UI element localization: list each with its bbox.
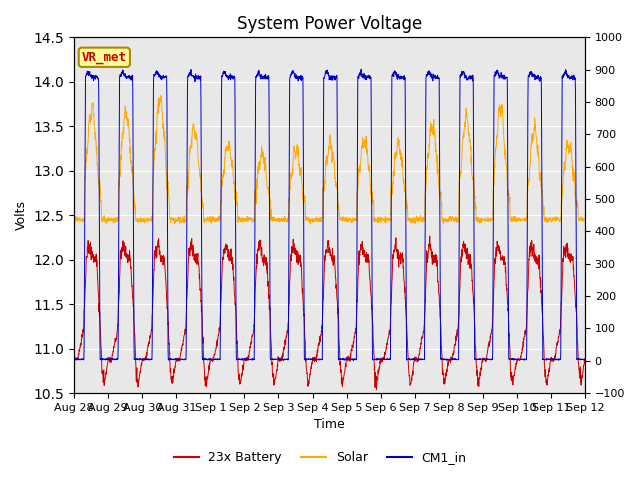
23x Battery <box>536 275 544 281</box>
CM1_in <box>344 357 352 362</box>
Legend: 23x Battery, Solar, CM1_in: 23x Battery, Solar, CM1_in <box>168 446 472 469</box>
Solar <box>356 166 364 171</box>
Solar <box>70 217 78 223</box>
23x Battery <box>478 359 486 365</box>
Line: CM1_in: CM1_in <box>74 69 585 360</box>
23x Battery <box>212 338 220 344</box>
Line: 23x Battery: 23x Battery <box>74 236 585 390</box>
Solar <box>581 217 589 223</box>
Solar <box>307 221 314 227</box>
Text: VR_met: VR_met <box>82 51 127 64</box>
CM1_in <box>355 71 363 77</box>
CM1_in <box>478 356 486 362</box>
Line: Solar: Solar <box>74 96 585 224</box>
Title: System Power Voltage: System Power Voltage <box>237 15 422 33</box>
CM1_in <box>212 357 220 362</box>
23x Battery <box>372 387 380 393</box>
Solar <box>157 93 164 99</box>
X-axis label: Time: Time <box>314 419 345 432</box>
23x Battery <box>355 262 363 268</box>
CM1_in <box>349 358 357 363</box>
CM1_in <box>550 357 558 362</box>
CM1_in <box>357 66 365 72</box>
Solar <box>550 216 558 222</box>
CM1_in <box>70 356 78 362</box>
23x Battery <box>70 356 78 361</box>
Y-axis label: Volts: Volts <box>15 200 28 230</box>
23x Battery <box>344 355 352 361</box>
23x Battery <box>426 233 433 239</box>
Solar <box>344 218 352 224</box>
23x Battery <box>550 357 558 363</box>
Solar <box>536 178 544 184</box>
23x Battery <box>581 358 589 363</box>
CM1_in <box>536 78 544 84</box>
Solar <box>478 217 486 223</box>
CM1_in <box>581 356 589 362</box>
Solar <box>213 218 221 224</box>
